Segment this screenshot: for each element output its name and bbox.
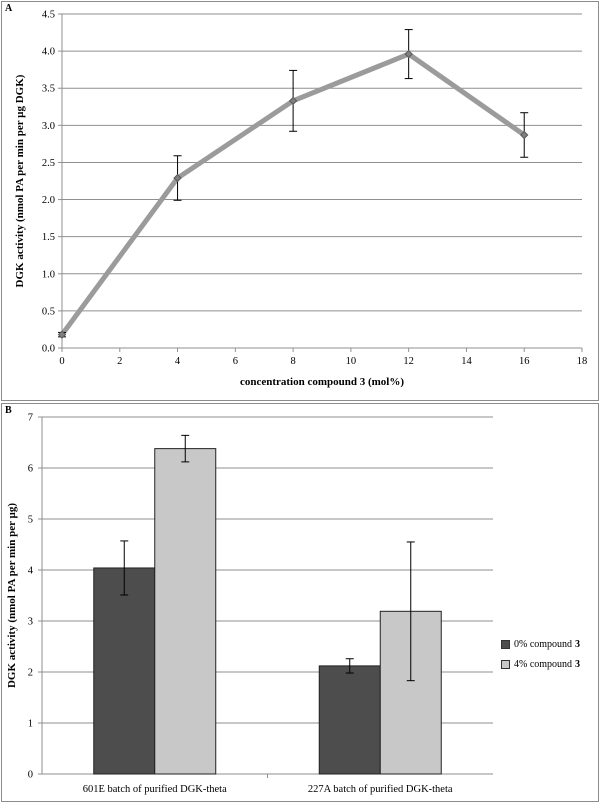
y-tick-label: 7 <box>28 413 33 424</box>
y-tick-label: 0 <box>28 770 33 781</box>
chart-panel-b: B 0 1 2 3 4 5 6 7 DGK activity (nmol PA per min … <box>1 403 599 802</box>
legend-item-4pct: 4% compound 3 <box>501 654 580 674</box>
y-tick-label: 5 <box>28 515 33 526</box>
legend-item-0pct: 0% compound 3 <box>501 634 580 654</box>
y-tick-label: 1.5 <box>42 232 55 243</box>
legend-label-0pct-bold: 3 <box>575 638 581 650</box>
x-tick-label: 6 <box>233 356 238 367</box>
y-tick-label: 3.5 <box>42 84 55 95</box>
legend-label-0pct: 0% compound <box>514 638 573 650</box>
legend-swatch-0pct <box>501 639 510 649</box>
legend-label-4pct-bold: 3 <box>575 658 581 670</box>
x-axis-title: concentration compound 3 (mol%) <box>240 376 404 388</box>
data-point-marker <box>288 96 298 106</box>
data-point-marker <box>404 49 413 59</box>
y-tick-label: 2.0 <box>42 195 55 206</box>
bar <box>93 567 156 775</box>
y-tick-label: 3 <box>28 617 33 628</box>
bar <box>154 448 217 775</box>
y-tick-label: 2.5 <box>42 158 55 169</box>
y-tick-label: 3.0 <box>42 121 55 132</box>
y-tick-label: 6 <box>28 464 33 475</box>
data-point-marker <box>173 173 182 183</box>
y-tick-label: 4 <box>28 566 34 577</box>
x-tick-label: 10 <box>346 356 357 367</box>
x-tick-label: 8 <box>290 356 295 367</box>
legend: 0% compound 3 4% compound 3 <box>501 634 580 674</box>
x-category-label: 601E batch of purified DGK-theta <box>83 784 227 795</box>
data-point-marker <box>520 130 529 140</box>
x-tick-label: 2 <box>117 356 122 367</box>
y-tick-label: 4.0 <box>42 47 55 58</box>
x-tick-label: 12 <box>403 356 414 367</box>
x-tick-label: 0 <box>59 356 64 367</box>
y-tick-label: 4.5 <box>42 10 55 21</box>
x-tick-label: 14 <box>461 356 472 367</box>
panel-label-b: B <box>5 405 12 416</box>
x-tick-label: 4 <box>175 356 181 367</box>
x-tick-label: 18 <box>577 356 588 367</box>
panel-label-a: A <box>5 3 13 14</box>
y-tick-label: 1 <box>28 719 33 730</box>
bar <box>318 665 381 775</box>
y-axis-title: DGK activity (nmol PA per min per µg) <box>6 503 18 688</box>
x-tick-label: 16 <box>519 356 530 367</box>
y-tick-label: 1.0 <box>42 269 55 280</box>
bar-chart-svg: 0 1 2 3 4 5 6 7 DGK activity (nmol PA per min pe… <box>6 413 493 795</box>
y-axis-title: DGK activity (nmol PA per min per µg DGK… <box>14 74 26 287</box>
x-category-label: 227A batch of purified DGK-theta <box>308 784 453 795</box>
legend-swatch-4pct <box>501 659 510 669</box>
line-chart-svg: 0.0 0.5 1.0 1.5 2.0 2.5 3.0 3.5 4.0 4.5 0 2 4 6 8 10 12 1… <box>14 10 588 389</box>
y-tick-label: 2 <box>28 668 33 679</box>
data-point-marker <box>57 330 67 339</box>
y-tick-label: 0.5 <box>42 306 55 317</box>
chart-panel-a: A 0.0 0.5 1.0 1.5 2.0 2.5 3.0 3.5 4.0 4.5 0 2 4 6 8 10 1… <box>1 1 599 401</box>
y-tick-label: 0.0 <box>42 344 55 355</box>
legend-label-4pct: 4% compound <box>514 658 573 670</box>
